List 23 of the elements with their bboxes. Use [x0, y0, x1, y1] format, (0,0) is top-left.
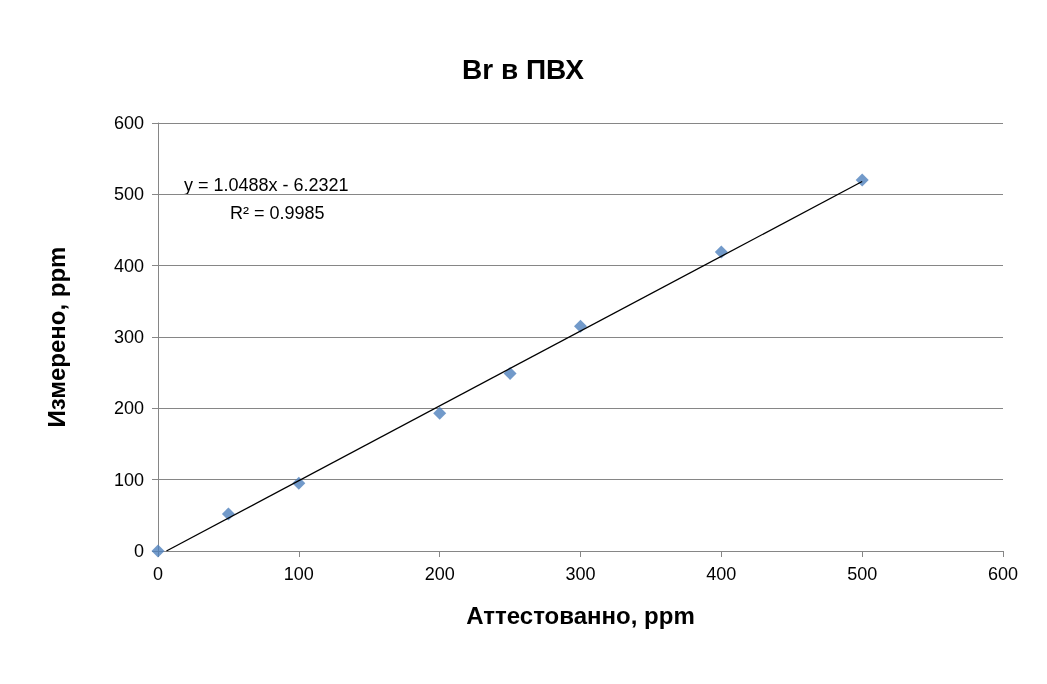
x-tick-label: 400	[706, 564, 737, 584]
annotation: R² = 0.9985	[230, 203, 325, 223]
y-tick-label: 300	[113, 327, 144, 347]
y-tick-label: 0	[133, 541, 144, 561]
x-tick-label: 200	[424, 564, 455, 584]
x-tick-label: 300	[565, 564, 596, 584]
y-tick-label: 500	[113, 184, 144, 205]
x-tick-label: 500	[847, 564, 878, 584]
y-axis-title: Измерено, ppm	[42, 246, 70, 428]
x-axis-title: Аттестованно, ppm	[466, 601, 695, 629]
x-tick-label: 600	[987, 564, 1019, 584]
x-tick-label: 100	[283, 564, 314, 584]
point	[433, 406, 447, 420]
chart-title: Br в ПВХ	[462, 53, 585, 85]
y-tick-label: 600	[113, 113, 144, 133]
point	[151, 544, 165, 558]
x-tick-label: 0	[152, 564, 164, 584]
point	[855, 173, 869, 187]
point	[574, 319, 587, 333]
point	[221, 507, 235, 521]
y-tick-label: 100	[113, 469, 144, 490]
y-tick-label: 200	[113, 398, 144, 419]
y-tick-label: 400	[113, 255, 144, 276]
